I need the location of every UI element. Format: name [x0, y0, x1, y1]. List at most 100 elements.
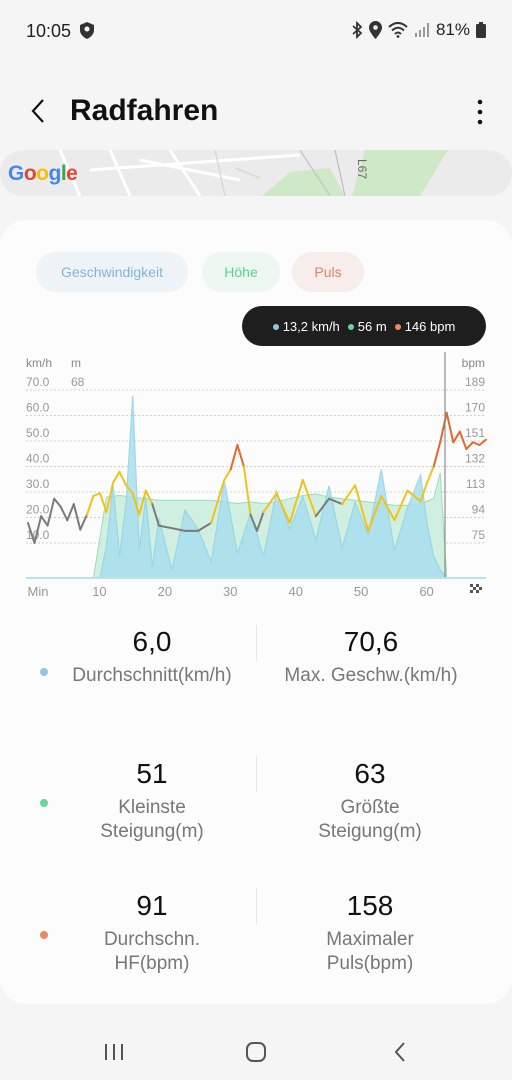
- heart-rate-segment: [210, 478, 226, 524]
- heart-rate-segment: [275, 492, 291, 524]
- chart-tooltip: 13,2 km/h 56 m 146 bpm: [242, 306, 486, 346]
- heart-rate-segment: [131, 492, 141, 516]
- heart-rate-segment: [53, 497, 62, 508]
- heart-rate-segment: [85, 495, 95, 516]
- location-icon: [368, 21, 382, 39]
- heart-dot: [394, 324, 401, 331]
- back-arrow-icon[interactable]: [24, 96, 54, 126]
- heart-rate-segment: [72, 503, 82, 531]
- heart-rate-segment: [445, 411, 455, 444]
- heart-rate-segment: [112, 470, 121, 484]
- altitude-legend-dot: [40, 799, 48, 807]
- heart-rate-segment: [406, 489, 422, 503]
- y-tick-left: 30.0: [26, 477, 50, 491]
- divider: [256, 625, 257, 661]
- tooltip-heart: 146 bpm: [404, 318, 456, 334]
- y-tick-right: 94: [472, 503, 486, 517]
- heart-rate-segment: [46, 497, 56, 527]
- y-tick-left: 40.0: [26, 452, 50, 466]
- status-time: 10:05: [26, 21, 72, 41]
- heart-rate-segment: [426, 465, 435, 484]
- heart-rate-segment: [288, 478, 304, 524]
- status-bar: 10:05 81%: [0, 0, 512, 64]
- heart-legend-dot: [40, 931, 48, 939]
- heart-rate-segment: [341, 484, 357, 506]
- heart-rate-segment: [367, 495, 383, 532]
- tooltip-altitude: 56 m: [357, 318, 387, 334]
- activity-chart[interactable]: km/h m bpm 70.0 189 60.0 170 50.0 151 40.0 132 30.0…: [0, 352, 512, 606]
- heart-rate-segment: [301, 478, 317, 518]
- x-tick: 10: [92, 584, 106, 599]
- chip-speed[interactable]: Geschwindigkeit: [36, 252, 188, 292]
- heart-rate-segment: [66, 503, 75, 522]
- unit-speed: km/h: [26, 356, 52, 370]
- speed-area: [28, 396, 448, 579]
- bluetooth-icon: [352, 21, 363, 39]
- y-tick-right: 170: [465, 401, 485, 415]
- heart-rate-segment: [262, 492, 278, 514]
- stat-altitude-min: 51 Kleinste Steigung(m): [72, 758, 232, 844]
- nav-back-icon[interactable]: [392, 1041, 408, 1063]
- stat-heart-avg: 91 Durchschn. HF(bpm): [72, 890, 232, 976]
- flag-square: [470, 590, 473, 593]
- heart-rate-segment: [328, 497, 344, 506]
- y-tick-left: 50.0: [26, 426, 50, 440]
- stat-label: Durchschnitt(km/h): [72, 665, 232, 686]
- divider: [256, 756, 257, 792]
- stat-speed-max: 70,6 Max. Geschw.(km/h): [280, 626, 462, 688]
- google-logo: Google: [8, 162, 78, 185]
- stat-label: Kleinste Steigung(m): [100, 797, 204, 842]
- heart-rate-segment: [223, 468, 232, 481]
- heart-rate-segment: [33, 515, 43, 544]
- heart-rate-segment: [144, 489, 154, 506]
- heart-rate-segment: [249, 513, 258, 532]
- stat-value: 70,6: [343, 626, 399, 657]
- app-header: Radfahren: [0, 84, 512, 140]
- x-tick: 40: [288, 584, 302, 599]
- shield-icon: [80, 22, 94, 39]
- signal-icon: [414, 23, 429, 37]
- tooltip-speed: 13,2 km/h: [282, 318, 340, 334]
- flag-square: [479, 587, 482, 590]
- stat-altitude-max: 63 Größte Steigung(m): [290, 758, 450, 844]
- x-tick: 30: [223, 584, 237, 599]
- heart-rate-segment: [170, 527, 186, 532]
- heart-rate-segment: [27, 521, 36, 544]
- heart-rate-segment: [478, 438, 487, 446]
- recent-apps-icon[interactable]: [103, 1042, 125, 1062]
- y-tick-left: 70.0: [26, 375, 50, 389]
- unit-altitude: m: [71, 356, 81, 370]
- heart-rate-segment: [157, 524, 173, 530]
- wifi-icon: [388, 22, 408, 38]
- more-options-icon[interactable]: [474, 98, 486, 126]
- heart-rate-segment: [236, 444, 245, 468]
- stat-speed-avg: 6,0 Durchschnitt(km/h): [52, 626, 252, 688]
- x-tick: 20: [158, 584, 172, 599]
- flag-square: [476, 584, 479, 587]
- system-nav-bar: [0, 1024, 512, 1080]
- route-map[interactable]: Google L67: [0, 150, 512, 196]
- altitude-tick: 68: [71, 375, 85, 389]
- stat-value: 6,0: [132, 626, 172, 657]
- heart-rate-segment: [393, 489, 409, 522]
- heart-rate-segment: [439, 411, 448, 444]
- chip-heart-rate[interactable]: Puls: [292, 252, 364, 292]
- stat-value: 63: [354, 758, 386, 789]
- page-title: Radfahren: [70, 94, 219, 127]
- heart-rate-segment: [138, 489, 147, 516]
- flag-square: [470, 584, 473, 587]
- unit-heart: bpm: [462, 356, 485, 370]
- home-icon[interactable]: [245, 1041, 267, 1063]
- chip-altitude[interactable]: Höhe: [202, 252, 280, 292]
- heart-rate-segment: [419, 481, 429, 503]
- heart-rate-segment: [99, 492, 108, 514]
- y-tick-right: 151: [465, 426, 485, 440]
- stat-value: 91: [136, 890, 168, 921]
- map-road-label: L67: [355, 158, 370, 180]
- heart-rate-segment: [380, 495, 396, 522]
- y-tick-left: 60.0: [26, 401, 50, 415]
- divider: [256, 888, 257, 924]
- heart-rate-segment: [79, 513, 88, 531]
- battery-icon: [476, 22, 486, 38]
- heart-rate-segment: [229, 444, 239, 471]
